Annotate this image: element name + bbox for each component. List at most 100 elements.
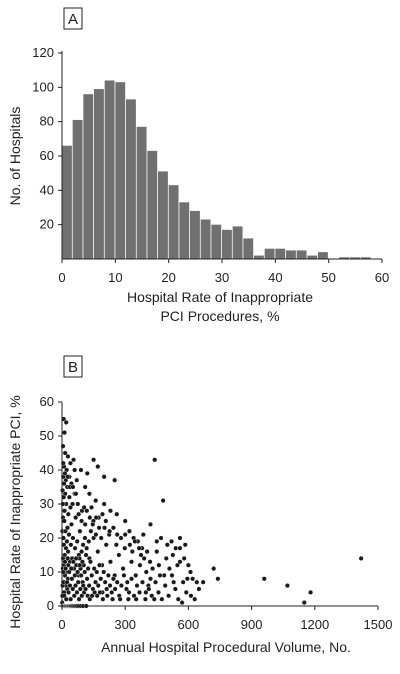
scatter-point [114,532,120,538]
histogram-bar [350,257,360,259]
scatter-point [70,559,76,565]
scatter-point [120,566,126,572]
scatter-point [211,566,217,572]
scatter-point [90,521,96,527]
scatter-point [72,545,78,551]
scatter-point [66,494,72,500]
scatter-point [68,596,74,602]
scatter-point [100,596,106,602]
y-tick-label: 80 [40,114,54,129]
scatter-point [107,559,113,565]
scatter-point [83,552,89,558]
scatter-point [118,583,124,589]
scatter-point [65,555,71,561]
scatter-point [65,453,71,459]
x-tick-label: 50 [321,270,335,285]
scatter-point [99,511,105,517]
panel-b-label: B [68,359,78,376]
scatter-point [121,572,127,578]
scatter-point [147,559,153,565]
scatter-point [166,593,172,599]
scatter-point [91,535,97,541]
scatter-point [79,593,85,599]
scatter-point [64,538,70,544]
scatter-point [109,589,115,595]
scatter-point [78,572,84,578]
scatter-point [89,572,95,578]
x-tick-label: 1500 [364,617,393,632]
scatter-point [177,535,183,541]
y-tick-label: 100 [32,79,54,94]
y-tick-label: 60 [40,148,54,163]
histogram-bar [254,255,264,259]
scatter-point [137,589,143,595]
scatter-point [117,596,123,602]
scatter-point [101,474,107,480]
scatter-point [147,521,153,527]
histogram-bar [222,229,232,259]
y-tick-label: 40 [40,462,54,477]
y-tick-label: 20 [40,530,54,545]
scatter-point [79,559,85,565]
scatter-point [184,576,190,582]
scatter-point [102,579,108,585]
y-tick-label: 60 [40,394,54,409]
panel-a-x-axis-title-line-2: PCI Procedures, % [160,308,279,324]
histogram-bar [62,145,72,259]
scatter-point [82,521,88,527]
histogram-bar [211,224,222,259]
scatter-point [110,596,116,602]
scatter-point [358,555,364,561]
scatter-point [101,569,107,575]
scatter-point [65,511,71,517]
scatter-point [171,579,177,585]
scatter-point [87,559,93,565]
y-tick-label: 0 [47,598,54,613]
histogram-bar [190,210,200,259]
scatter-point [175,596,181,602]
scatter-point [122,545,128,551]
scatter-point [133,596,139,602]
scatter-point [169,572,175,578]
x-tick-label: 20 [161,270,175,285]
histogram-bar [136,126,147,259]
scatter-point [192,596,198,602]
scatter-point [284,583,290,589]
histogram-bar [179,202,190,259]
scatter-point [101,501,107,507]
scatter-point [63,596,69,602]
scatter-point [77,586,83,592]
scatter-point [177,559,183,565]
scatter-point [93,532,99,538]
scatter-point [126,589,132,595]
scatter-point [76,511,82,517]
scatter-point [66,532,72,538]
scatter-point [85,566,91,572]
scatter-point [93,515,99,521]
scatter-point [73,515,79,521]
scatter-point [261,576,267,582]
histogram-bar [264,248,275,259]
scatter-point [150,566,156,572]
scatter-point [86,538,92,544]
scatter-point [180,579,186,585]
scatter-point [78,467,84,473]
scatter-point [74,589,80,595]
scatter-point [143,569,149,575]
scatter-point [87,596,93,602]
scatter-point [84,470,90,476]
scatter-point [112,477,118,483]
scatter-point [94,569,100,575]
scatter-point [137,562,143,568]
x-tick-label: 600 [178,617,200,632]
scatter-point [152,457,158,463]
scatter-point [88,528,94,534]
scatter-point [107,583,113,589]
scatter-point [84,576,90,582]
scatter-point [169,538,175,544]
histogram-bar [275,248,286,259]
y-tick-label: 120 [32,45,54,60]
scatter-point [77,528,83,534]
scatter-point [62,430,68,436]
scatter-point [75,579,81,585]
